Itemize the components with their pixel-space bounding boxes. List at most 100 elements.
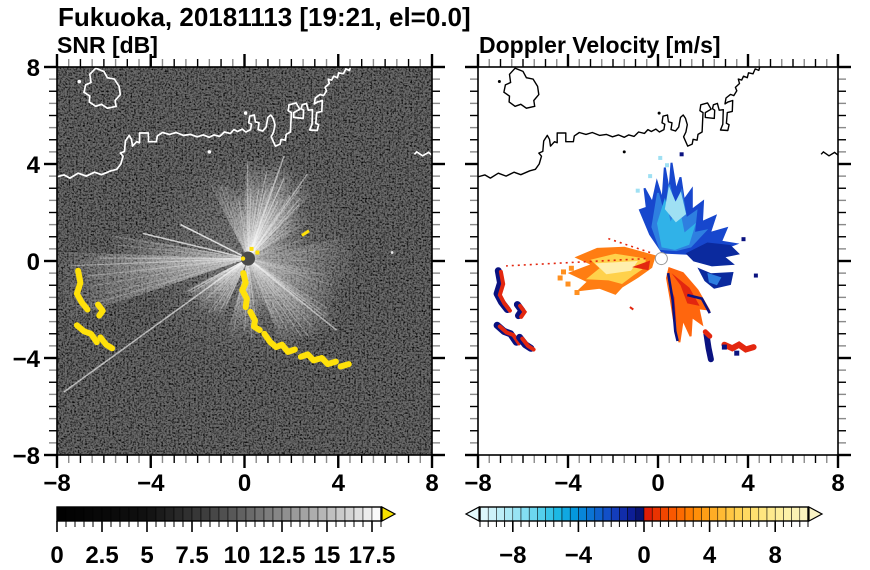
colorbar-tick-label: 0 xyxy=(637,542,650,569)
colorbar-segment xyxy=(263,506,274,522)
colorbar-segment xyxy=(92,506,103,522)
snr-fan xyxy=(226,258,260,341)
snr-echo xyxy=(73,267,91,313)
colorbar-segment xyxy=(660,506,669,522)
colorbar-segment xyxy=(668,506,678,522)
colorbar-segment xyxy=(701,506,710,522)
colorbar-segment xyxy=(799,506,809,522)
snr-fan xyxy=(248,235,356,278)
colorbar-segment xyxy=(512,506,522,522)
colorbar-segment xyxy=(520,506,530,522)
coastline xyxy=(478,67,761,179)
colorbar-tick-label: 10 xyxy=(224,542,251,569)
colorbar-segment xyxy=(553,506,563,522)
snr-ray xyxy=(63,260,245,393)
colorbar-segment xyxy=(651,506,661,522)
colorbar-segment xyxy=(128,506,139,522)
snr-fan xyxy=(248,157,299,259)
y-tick-label: 8 xyxy=(27,55,40,82)
doppler-blue-lobe xyxy=(664,186,687,223)
colorbar-segment xyxy=(619,506,628,522)
snr-panel-title: SNR [dB] xyxy=(57,32,158,58)
island-outline xyxy=(83,67,122,110)
snr-fan xyxy=(248,258,312,353)
colorbar-segment xyxy=(496,506,505,522)
colorbar-segment xyxy=(717,506,727,522)
snr-echo-dash xyxy=(301,229,310,237)
colorbar-tick-label: −8 xyxy=(499,542,526,569)
colorbar-segment xyxy=(164,506,175,522)
x-tick-label: 4 xyxy=(332,470,346,497)
y-tick-label: 0 xyxy=(27,249,40,276)
colorbar-segment xyxy=(335,506,346,522)
snr-echo xyxy=(239,270,250,311)
colorbar-over-arrow xyxy=(808,505,824,523)
doppler-blue-lobe xyxy=(656,197,696,250)
colorbar-tick-label: 2.5 xyxy=(85,542,118,569)
snr-panel xyxy=(57,67,432,455)
colorbar-tick-label: −4 xyxy=(565,542,593,569)
colorbar-segment xyxy=(110,506,121,522)
ship-echo-red xyxy=(518,303,528,319)
colorbar-segment xyxy=(766,506,776,522)
colorbar-tick-label: 15 xyxy=(314,542,341,569)
colorbar-tick-label: 8 xyxy=(769,542,782,569)
colorbar-segment xyxy=(101,506,112,522)
colorbar-segment xyxy=(725,506,735,522)
snr-fan xyxy=(248,258,340,344)
snr-image xyxy=(57,67,432,455)
red-dotted-ray xyxy=(606,237,651,254)
colorbar-segment xyxy=(317,506,328,522)
colorbar-segment xyxy=(137,506,148,522)
snr-fan xyxy=(244,156,272,259)
snr-ray xyxy=(142,232,244,259)
colorbar-segment xyxy=(371,506,382,522)
ship-echo-red xyxy=(497,269,512,313)
navy-fringe xyxy=(666,272,679,342)
colorbar-segment xyxy=(569,506,579,522)
snr-fan xyxy=(57,251,248,287)
colorbar-segment xyxy=(635,506,645,522)
x-tick-label: −8 xyxy=(43,470,70,497)
coast-dot xyxy=(77,79,82,84)
velocity-panel-title: Doppler Velocity [m/s] xyxy=(479,32,721,58)
figure-title: Fukuoka, 20181113 [19:21, el=0.0] xyxy=(58,2,471,32)
x-tick-label: 0 xyxy=(238,470,251,497)
x-tick-label: 4 xyxy=(741,470,755,497)
colorbar-segment xyxy=(209,506,220,522)
colorbar-tick-label: 0 xyxy=(50,542,63,569)
x-tick-label: −8 xyxy=(464,470,491,497)
colorbar-segment xyxy=(362,506,373,522)
island-outline xyxy=(503,67,540,109)
panel-frame xyxy=(56,66,433,456)
colorbar-segment xyxy=(594,506,604,522)
snr-echo xyxy=(337,361,352,370)
colorbar-segment xyxy=(742,506,751,522)
snr-fan xyxy=(182,258,248,315)
doppler-blue-lobe xyxy=(685,242,740,267)
panel-axes: −8 −4 0 4 8 xyxy=(464,54,851,497)
coast-dot xyxy=(207,150,212,154)
colorbar-segment xyxy=(602,506,612,522)
snr-ray xyxy=(180,223,245,258)
snr-fan xyxy=(208,173,248,259)
y-tick-label: 4 xyxy=(27,152,41,179)
colorbar-segment xyxy=(504,506,514,522)
colorbar-segment xyxy=(308,506,319,522)
x-tick-label: 8 xyxy=(425,470,438,497)
colorbar-tick-label: 7.5 xyxy=(175,542,208,569)
colorbar-segment xyxy=(74,506,85,522)
colorbar-segment xyxy=(791,506,801,522)
colorbar-over-arrow xyxy=(381,505,397,523)
colorbar-tick-label: 12.5 xyxy=(259,542,306,569)
snr-echo xyxy=(297,351,339,368)
x-tick-label: 0 xyxy=(651,470,664,497)
colorbar-segment xyxy=(200,506,211,522)
colorbar-segment xyxy=(783,506,792,522)
ship-echo-red xyxy=(497,324,521,346)
y-tick-label: −8 xyxy=(13,443,40,470)
colorbar-segment xyxy=(709,506,719,522)
colorbar-segment xyxy=(578,506,587,522)
